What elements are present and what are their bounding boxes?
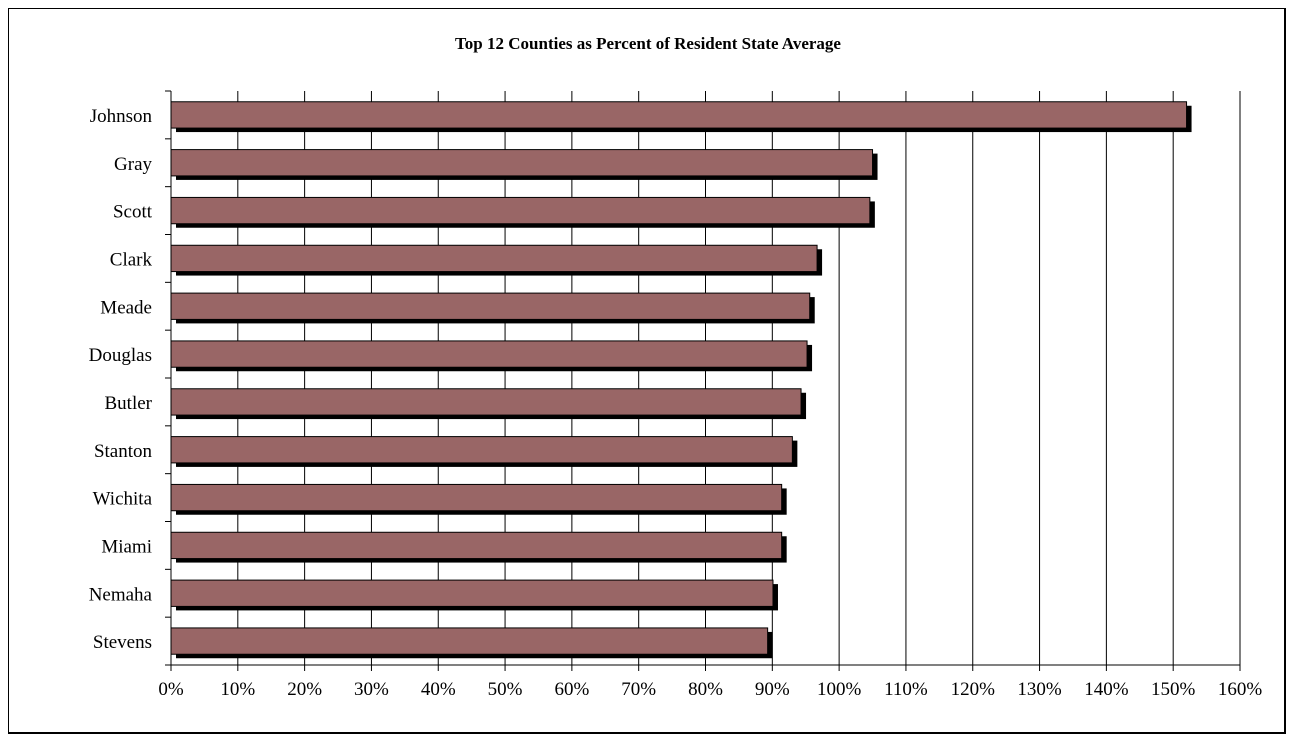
x-tick-label: 30% [354,679,389,700]
bars [170,101,1192,659]
category-label: Clark [110,249,153,270]
bar [170,483,783,512]
bar [170,196,871,225]
axes [165,90,1241,671]
category-label: Gray [114,154,152,175]
category-label: Miami [101,536,152,557]
category-label: Johnson [90,106,153,127]
x-tick-label: 20% [287,679,322,700]
category-label: Wichita [93,489,153,510]
category-label: Douglas [89,345,152,366]
x-tick-label: 10% [220,679,255,700]
bar [170,340,808,368]
x-tick-label: 0% [158,679,184,700]
x-tick-label: 120% [951,679,996,700]
bar [170,579,774,607]
bar [170,244,818,273]
bar [170,388,802,416]
x-tick-label: 140% [1084,679,1129,700]
x-tick-label: 70% [621,679,656,700]
category-labels: Johnson Gray Scott Clark Meade Douglas Butler S… [89,106,153,653]
category-label: Meade [100,297,152,318]
x-tick-label: 50% [488,679,523,700]
category-label: Butler [105,393,153,414]
grid-lines [237,91,1241,665]
bar [170,292,811,320]
x-tick-labels: 0% 10% 20% 30% 40% 50% 60% 70% 80% 90% 100% 110% 120… [158,679,1262,700]
x-tick-label: 150% [1151,679,1196,700]
bar [170,627,769,655]
category-label: Nemaha [89,584,153,605]
category-label: Scott [113,202,153,223]
bar [170,149,874,177]
bar [170,101,1188,129]
x-tick-label: 100% [817,679,862,700]
bar [170,531,783,560]
chart-title: Top 12 Counties as Percent of Resident S… [455,34,841,53]
x-tick-label: 160% [1218,679,1263,700]
x-tick-label: 130% [1017,679,1062,700]
category-label: Stanton [94,441,153,462]
category-label: Stevens [93,632,152,653]
x-tick-label: 80% [688,679,723,700]
x-tick-label: 60% [554,679,589,700]
x-tick-label: 90% [755,679,790,700]
bar [170,436,793,464]
x-tick-label: 40% [421,679,456,700]
x-tick-label: 110% [884,679,928,700]
